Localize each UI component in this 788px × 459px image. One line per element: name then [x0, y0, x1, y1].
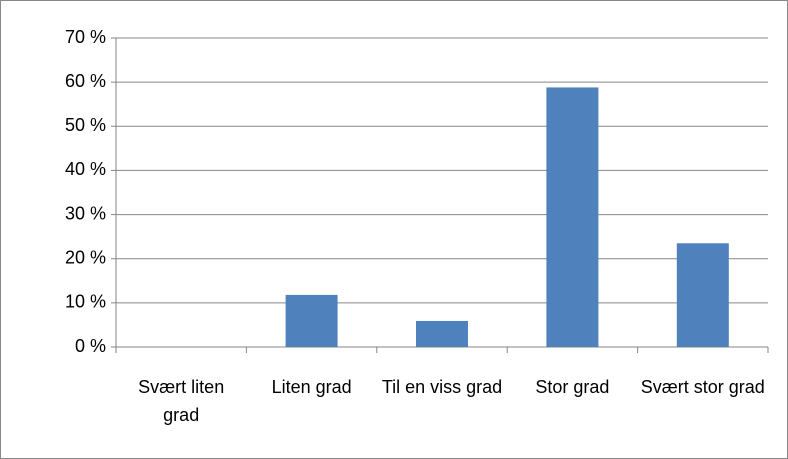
y-tick-label: 30 % — [65, 203, 106, 223]
y-tick-label: 0 % — [75, 336, 106, 356]
y-tick-label: 20 % — [65, 247, 106, 267]
x-tick-label: Svært liten grad — [138, 377, 225, 425]
bar — [676, 243, 729, 347]
x-tick-label: Stor grad — [535, 377, 610, 397]
x-tick-label: Svært stor grad — [640, 377, 765, 397]
x-tick-label: Liten grad — [271, 377, 352, 397]
y-tick-label: 60 % — [65, 71, 106, 91]
x-tick-label: Til en viss grad — [381, 377, 503, 397]
y-tick-label: 10 % — [65, 292, 106, 312]
y-tick-label: 70 % — [65, 27, 106, 47]
bar — [546, 87, 599, 347]
bar — [285, 294, 338, 347]
y-tick-label: 40 % — [65, 159, 106, 179]
bar — [416, 320, 468, 347]
y-tick-label: 50 % — [65, 115, 106, 135]
